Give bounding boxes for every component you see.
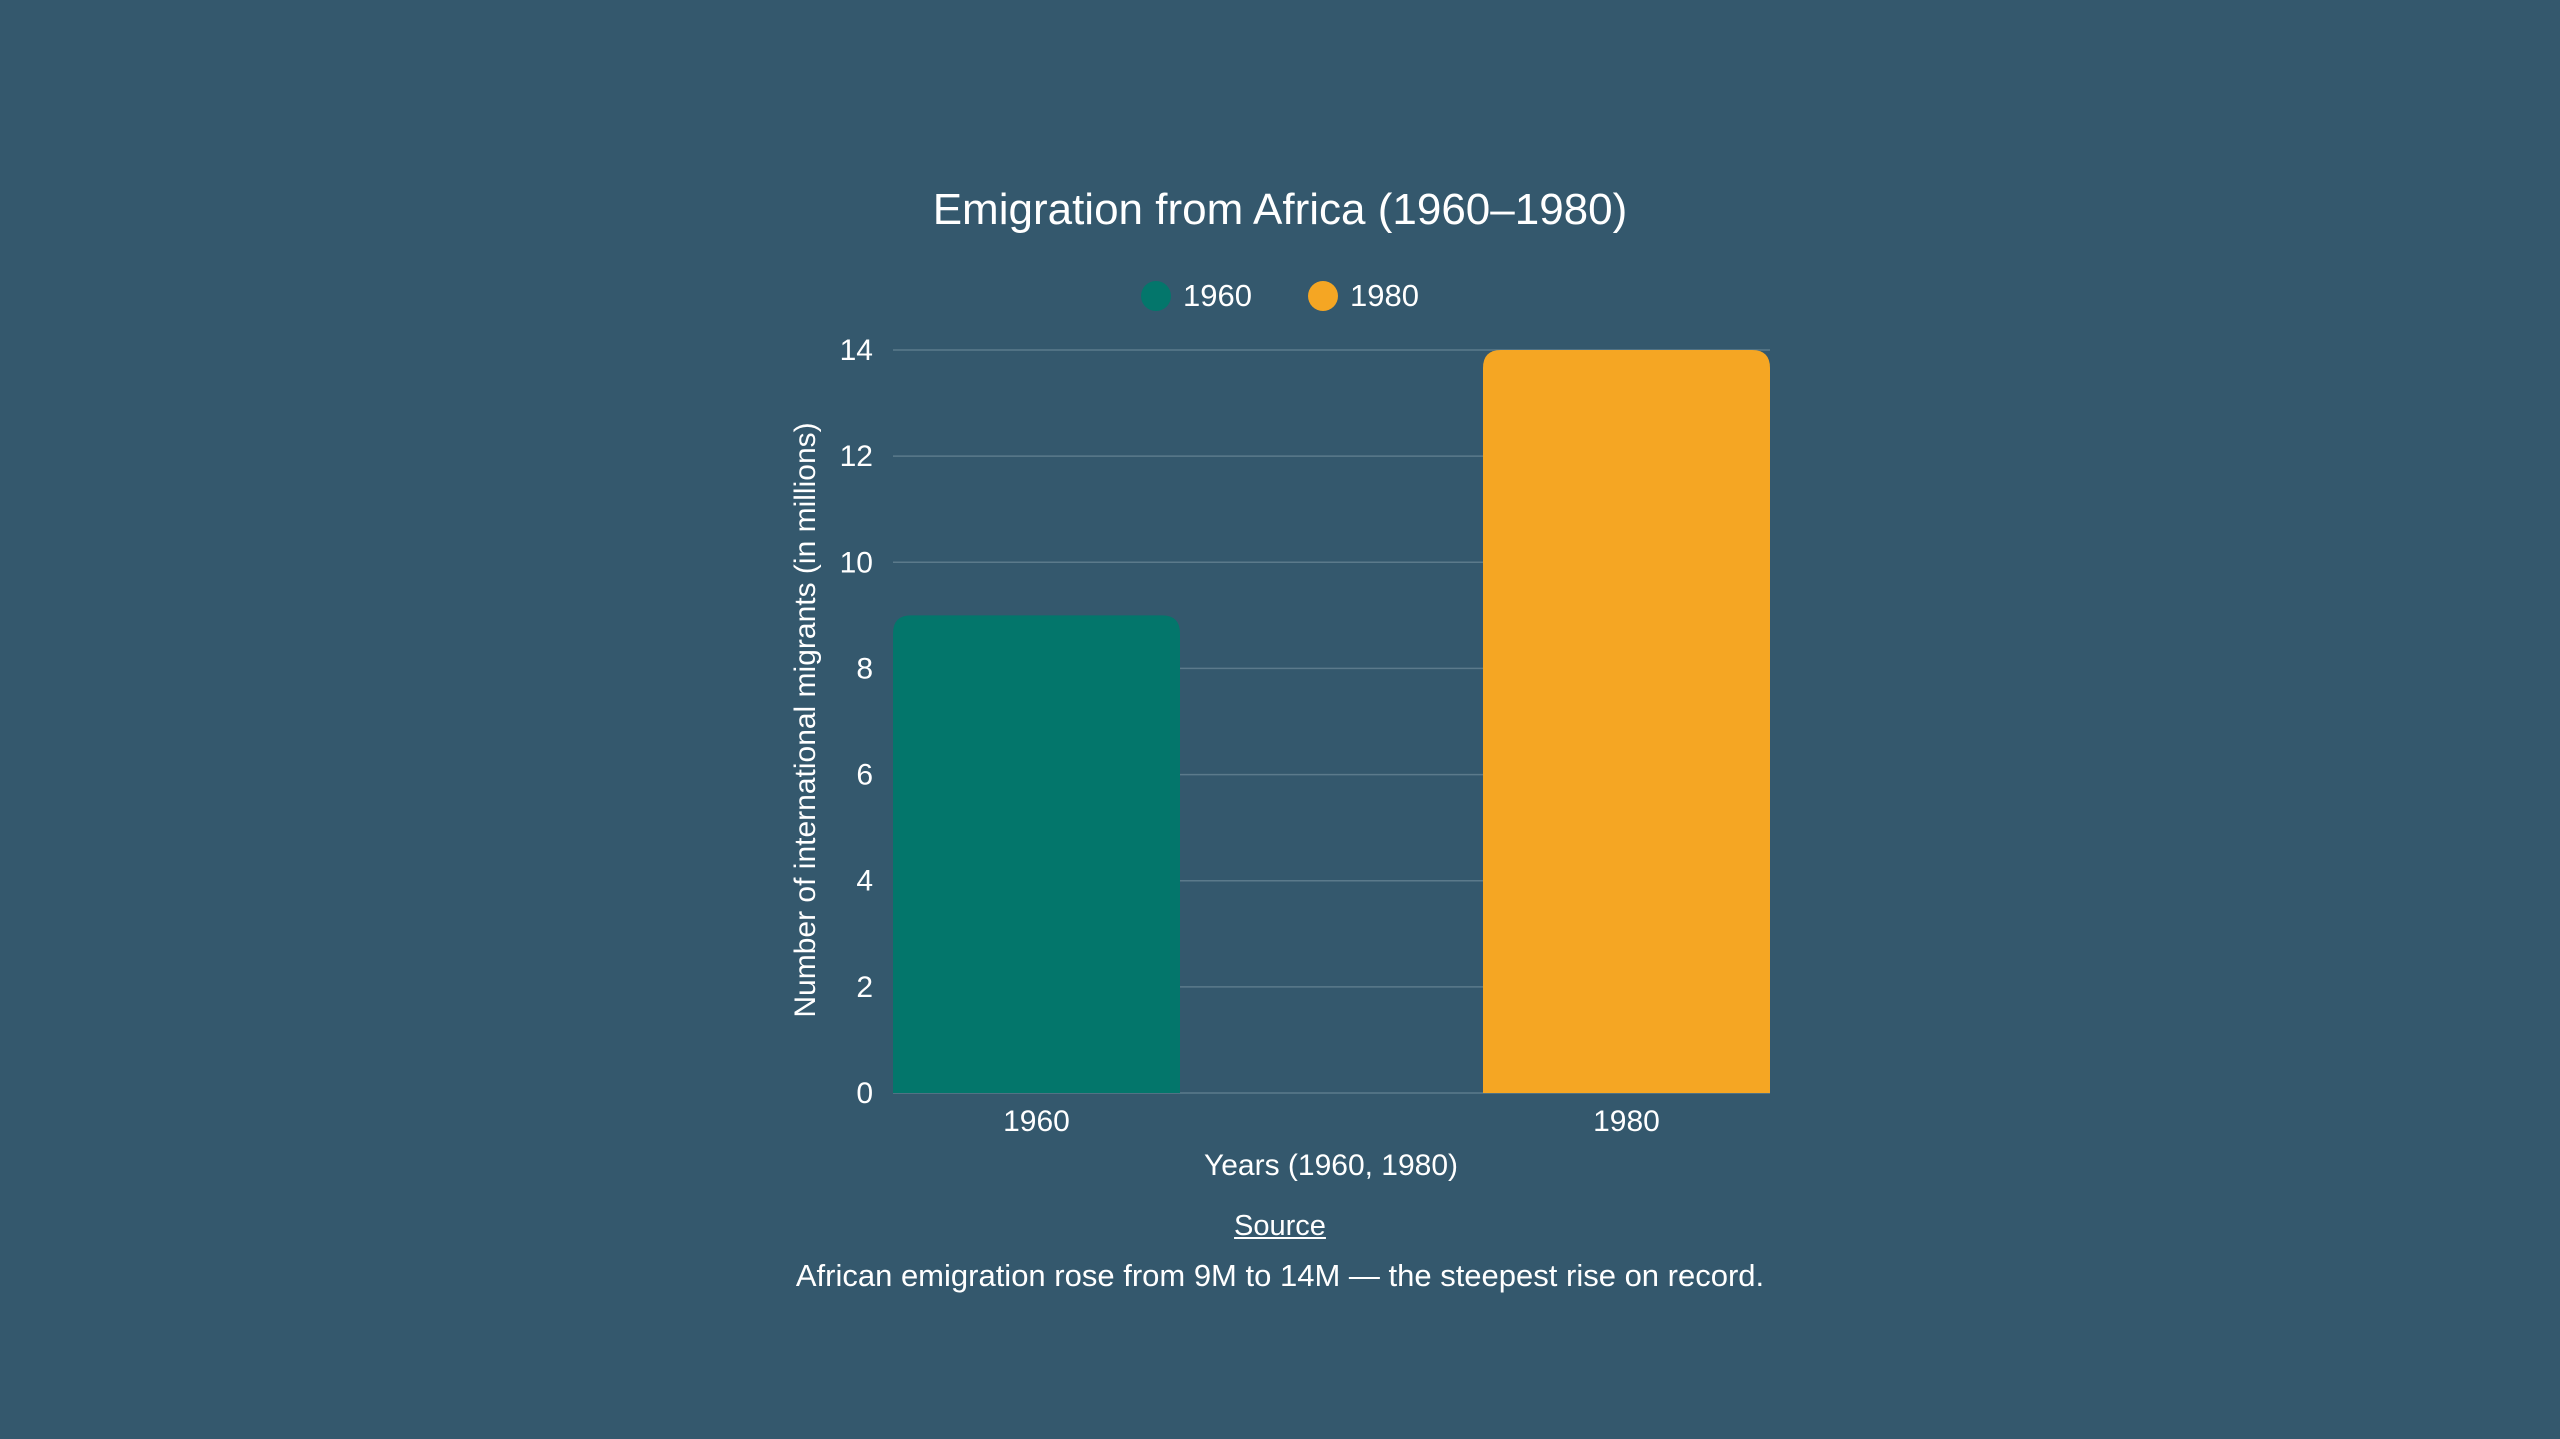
x-axis-title: Years (1960, 1980)	[1204, 1149, 1458, 1182]
x-tick-label-1960: 1960	[1003, 1105, 1070, 1138]
y-tick-label: 6	[856, 759, 873, 792]
legend-swatch-1980	[1308, 281, 1338, 311]
y-axis-title: Number of international migrants (in mil…	[789, 422, 822, 1017]
legend-swatch-1960	[1141, 281, 1172, 311]
chart-caption: African emigration rose from 9M to 14M —…	[795, 1258, 1765, 1293]
legend: 1960 1980	[0, 276, 2560, 316]
y-tick-label: 14	[840, 334, 873, 367]
y-axis-ticks: 0 2 4 6 8 10 12 14	[840, 334, 873, 1110]
y-tick-label: 4	[856, 865, 873, 898]
bar-1980[interactable]	[1483, 350, 1770, 1093]
x-tick-label-1980: 1980	[1593, 1105, 1660, 1138]
legend-item-1980[interactable]: 1980	[1308, 276, 1419, 316]
legend-label-1980: 1980	[1350, 278, 1419, 313]
y-tick-label: 10	[840, 546, 873, 579]
y-tick-label: 8	[856, 652, 873, 685]
bar-1960[interactable]	[893, 615, 1180, 1093]
y-tick-label: 2	[856, 971, 873, 1004]
y-tick-label: 0	[856, 1077, 873, 1110]
bars	[893, 350, 1770, 1093]
y-tick-label: 12	[840, 440, 873, 473]
legend-label-1960: 1960	[1183, 278, 1252, 313]
chart-title: Emigration from Africa (1960–1980)	[932, 185, 1628, 234]
legend-item-1960[interactable]: 1960	[1141, 276, 1252, 316]
x-axis-ticks: 1960 1980	[1003, 1105, 1660, 1138]
source-link[interactable]: Source	[1234, 1210, 1326, 1242]
